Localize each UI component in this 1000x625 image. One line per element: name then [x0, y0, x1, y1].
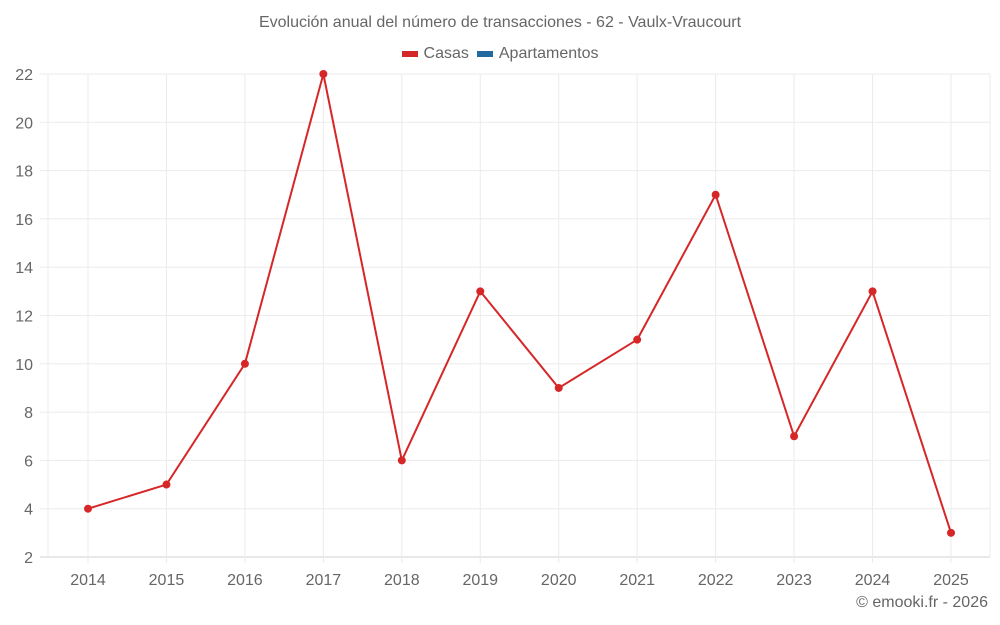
y-tick-label: 14	[15, 260, 33, 277]
data-point[interactable]	[397, 456, 406, 465]
y-tick-label: 4	[24, 502, 33, 519]
x-tick-label: 2014	[70, 572, 106, 589]
data-point[interactable]	[711, 190, 720, 199]
x-tick-label: 2017	[306, 572, 342, 589]
legend-item-casas[interactable]: Casas	[401, 45, 469, 63]
legend: Casas Apartamentos	[0, 45, 1000, 63]
x-tick-label: 2021	[619, 572, 655, 589]
series-line-casas	[87, 73, 952, 534]
y-tick-label: 22	[15, 67, 33, 84]
data-point[interactable]	[84, 504, 92, 513]
legend-item-apartamentos[interactable]: Apartamentos	[476, 45, 599, 63]
y-tick-label: 20	[15, 115, 33, 132]
legend-label-casas: Casas	[423, 45, 469, 62]
y-tick-label: 16	[15, 212, 33, 229]
data-point[interactable]	[868, 287, 877, 296]
legend-swatch-casas	[401, 51, 418, 57]
y-tick-label: 18	[15, 164, 33, 181]
x-tick-label: 2015	[149, 572, 185, 589]
y-tick-label: 10	[15, 357, 33, 374]
y-tick-label: 8	[24, 405, 33, 422]
legend-label-apartamentos: Apartamentos	[498, 45, 599, 62]
chart-title: Evolución anual del número de transaccio…	[258, 14, 742, 31]
data-point[interactable]	[947, 528, 955, 537]
data-point[interactable]	[554, 383, 563, 392]
legend-swatch-apartamentos	[476, 51, 493, 57]
data-point[interactable]	[162, 480, 171, 489]
x-tick-label: 2019	[462, 572, 498, 589]
x-tick-label: 2024	[855, 572, 891, 589]
data-point[interactable]	[319, 70, 328, 78]
data-point[interactable]	[790, 432, 799, 441]
x-tick-label: 2020	[541, 572, 577, 589]
x-tick-label: 2018	[384, 572, 420, 589]
credit: © emooki.fr - 2026	[856, 594, 988, 611]
data-point[interactable]	[476, 287, 485, 296]
data-point[interactable]	[633, 335, 642, 344]
y-tick-label: 6	[24, 453, 33, 470]
x-tick-label: 2023	[776, 572, 812, 589]
x-tick-label: 2025	[933, 572, 969, 589]
x-tick-label: 2022	[698, 572, 734, 589]
y-tick-label: 2	[24, 550, 33, 567]
y-tick-label: 12	[15, 309, 33, 326]
x-tick-label: 2016	[227, 572, 263, 589]
data-point[interactable]	[240, 359, 249, 368]
